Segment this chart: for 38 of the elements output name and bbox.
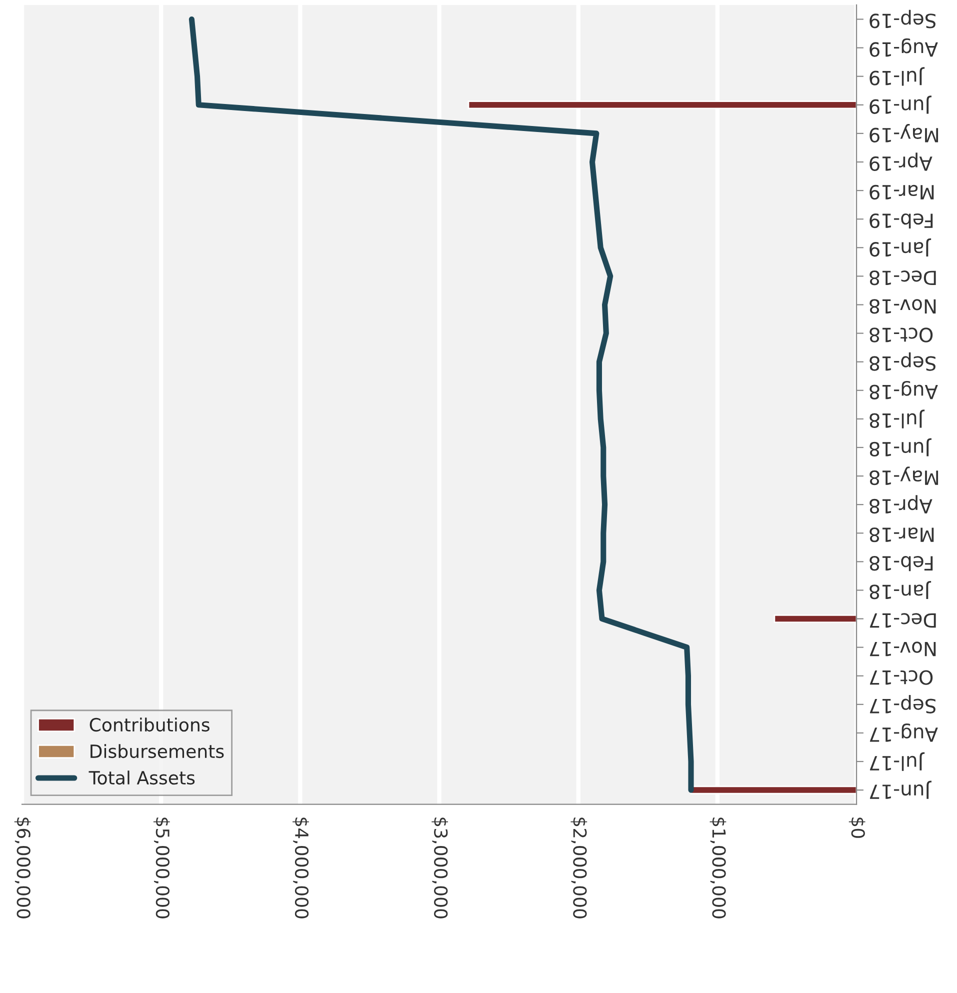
y-tick-label: Apr-18 (870, 495, 932, 514)
y-tick-label: Jan-19 (870, 238, 932, 257)
y-tick-label: Apr-19 (870, 152, 932, 172)
legend-label: Disbursements (90, 744, 224, 758)
y-tick-label: May-18 (870, 466, 938, 486)
y-tick-label: Jun-17 (870, 780, 932, 799)
y-tick-label: Sep-19 (870, 10, 936, 28)
y-tick-label: Aug-18 (870, 380, 938, 400)
x-tick-label: $4,000,000 (292, 818, 309, 918)
x-tick-label: $2,000,000 (570, 818, 588, 918)
y-tick-label: Jun-18 (870, 438, 932, 457)
y-tick-label: Dec-18 (870, 270, 936, 286)
y-tick-label: Jun-19 (870, 96, 932, 114)
legend-label: Total Assets (88, 770, 195, 785)
x-tick-label: $3,000,000 (432, 818, 448, 918)
y-tick-label: Jul-17 (870, 752, 925, 771)
x-tick-label: $5,000,000 (153, 818, 170, 918)
x-tick-label: $6,000,000 (14, 818, 31, 918)
y-tick-label: Feb-19 (870, 213, 933, 228)
y-tick-label: Feb-18 (870, 556, 933, 572)
y-tick-label: Sep-18 (870, 352, 936, 371)
x-tick-label: $0 (848, 818, 866, 838)
y-tick-label: Aug-19 (870, 38, 938, 57)
x-tick-label: $1,000,000 (710, 818, 726, 918)
y-tick-label: Mar-18 (870, 527, 934, 542)
y-tick-label: Mar-19 (870, 184, 934, 200)
y-tick-label: Dec-17 (870, 613, 936, 628)
y-tick-label: Oct-18 (870, 328, 933, 342)
y-tick-label: Sep-17 (870, 695, 936, 714)
y-tick-label: Nov-17 (870, 642, 936, 656)
y-tick-label: Jul-18 (870, 410, 925, 428)
y-tick-label: Nov-18 (870, 299, 936, 314)
y-tick-label: Aug-17 (870, 724, 938, 742)
legend-label: Contributions (90, 718, 210, 732)
y-tick-label: May-19 (870, 124, 938, 142)
y-tick-label: Jan-18 (870, 580, 932, 600)
y-tick-label: Jul-19 (870, 67, 925, 86)
y-tick-label: Oct-17 (870, 670, 933, 685)
